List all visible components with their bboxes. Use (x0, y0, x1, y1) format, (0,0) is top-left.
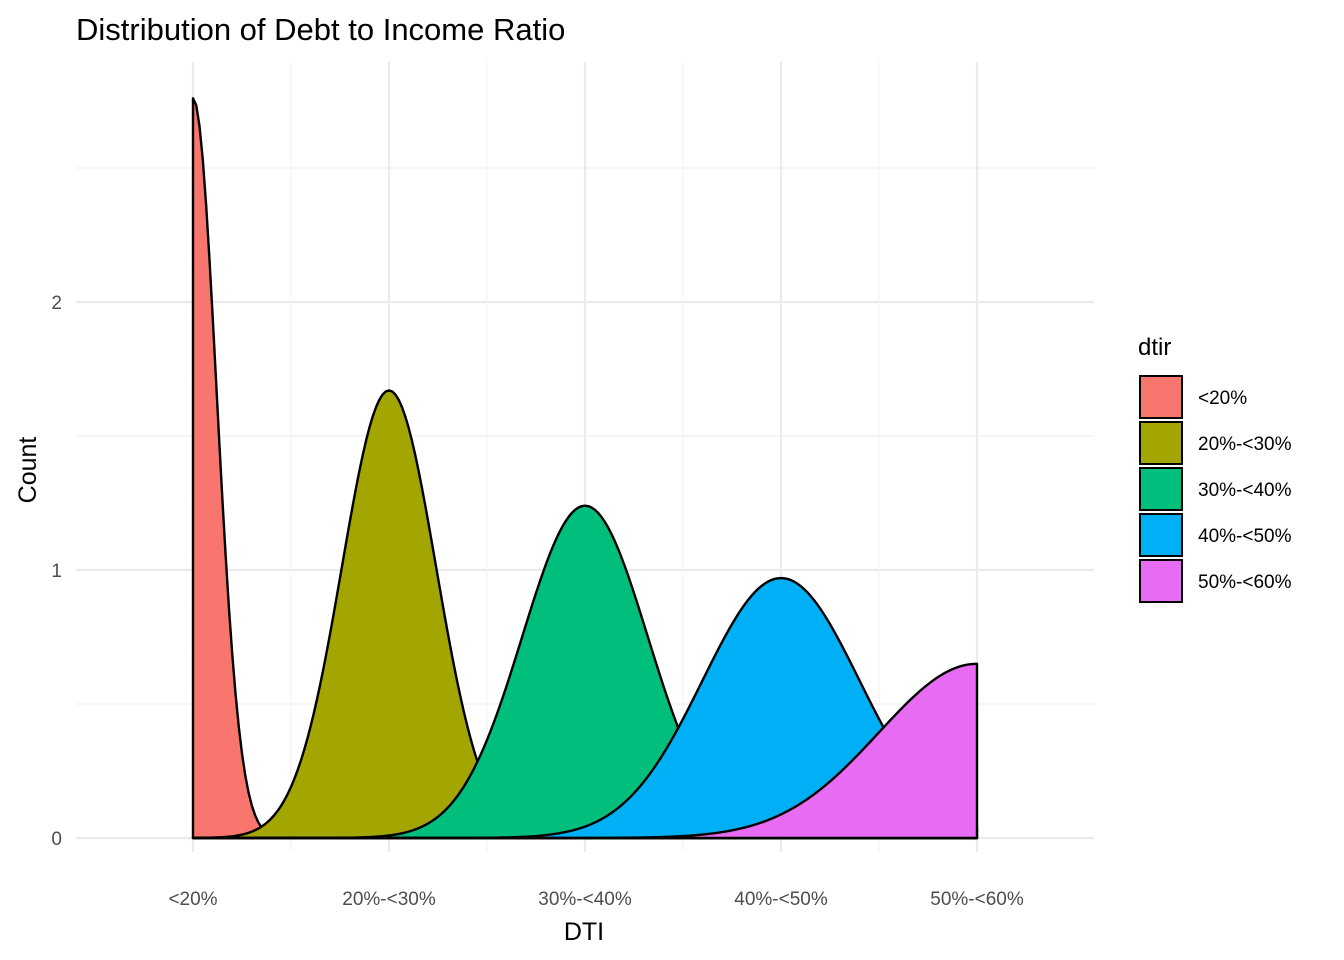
x-axis-title: DTI (564, 918, 604, 946)
legend-key (1139, 513, 1183, 557)
legend-key (1139, 559, 1183, 603)
legend-items: <20% 20%-<30% 30%-<40% 40%-<50% 50%-<60% (1139, 375, 1292, 603)
y-tick-label: 2 (51, 293, 62, 314)
y-axis-title: Count (14, 437, 42, 504)
y-tick-label: 0 (51, 829, 62, 850)
legend: dtir <20% 20%-<30% 30%-<40% 40%-<50% 50%-<60… (1138, 334, 1292, 603)
legend-title: dtir (1138, 334, 1171, 361)
legend-label: 20%-<30% (1198, 434, 1292, 455)
x-tick-label: 40%-<50% (734, 889, 828, 910)
x-tick-labels: <20% 20%-<30% 30%-<40% 40%-<50% 50%-<60% (168, 889, 1023, 910)
x-tick-label: <20% (168, 889, 217, 910)
x-tick-label: 30%-<40% (538, 889, 632, 910)
legend-key (1139, 421, 1183, 465)
y-tick-label: 1 (51, 561, 62, 582)
legend-key (1139, 467, 1183, 511)
density-areas (191, 97, 979, 840)
legend-label: 40%-<50% (1198, 526, 1292, 547)
legend-label: 50%-<60% (1198, 572, 1292, 593)
legend-label: 30%-<40% (1198, 480, 1292, 501)
chart-title: Distribution of Debt to Income Ratio (76, 12, 565, 47)
legend-label: <20% (1198, 388, 1247, 409)
legend-key (1139, 375, 1183, 419)
y-tick-labels: 0 1 2 (51, 293, 62, 850)
density-area-5 (191, 662, 979, 840)
x-tick-label: 20%-<30% (342, 889, 436, 910)
x-tick-label: 50%-<60% (930, 889, 1024, 910)
